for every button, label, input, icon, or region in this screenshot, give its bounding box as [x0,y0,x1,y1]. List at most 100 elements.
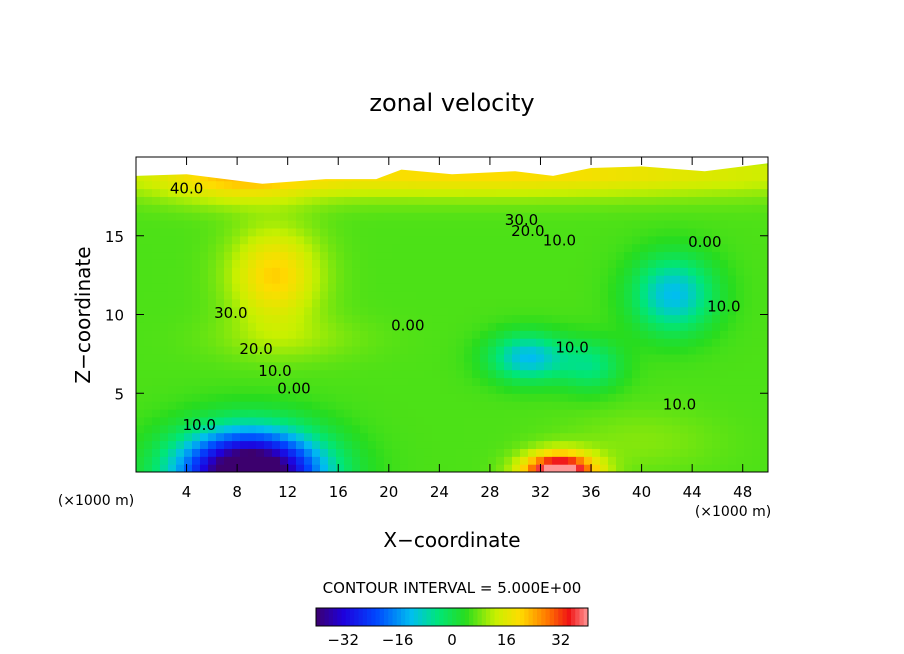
heatmap-cell [264,188,273,197]
heatmap-cell [232,424,241,434]
heatmap-cell [512,196,521,205]
heatmap-cell [736,432,745,442]
heatmap-cell [464,275,473,284]
heatmap-cell [712,322,721,331]
heatmap-cell [648,456,657,465]
heatmap-cell [152,440,161,449]
heatmap-cell [400,330,409,339]
heatmap-cell [736,448,745,457]
heatmap-cell [144,393,153,402]
heatmap-cell [184,401,193,410]
heatmap-cell [640,259,649,268]
heatmap-cell [400,283,409,292]
heatmap-cell [216,227,225,237]
heatmap-cell [344,251,353,260]
heatmap-cell [224,314,233,323]
heatmap-cell [448,464,457,472]
heatmap-cell [368,212,377,221]
heatmap-cell [584,322,593,331]
heatmap-cell [480,259,489,268]
x-unit-left: (×1000 m) [58,493,134,509]
heatmap-cell [288,361,297,371]
heatmap-cell [440,220,449,229]
heatmap-cell [432,227,441,237]
heatmap-cell [504,346,513,355]
heatmap-cell [328,259,337,268]
heatmap-cell [200,275,209,284]
heatmap-cell [600,377,609,386]
heatmap-cell [368,330,377,339]
heatmap-cell [648,353,657,363]
heatmap-cell [696,180,705,190]
heatmap-cell [736,298,745,308]
heatmap-cell [704,235,713,245]
heatmap-cell [136,330,145,339]
heatmap-cell [360,330,369,339]
heatmap-cell [136,346,145,355]
heatmap-cell [736,409,745,418]
heatmap-cell [368,464,377,472]
heatmap-cell [496,361,505,371]
heatmap-cell [352,424,361,434]
heatmap-cell [752,243,761,253]
heatmap-cell [648,290,657,300]
heatmap-cell [656,243,665,253]
heatmap-cell [536,377,545,386]
heatmap-cell [720,440,729,449]
heatmap-cell [304,424,313,434]
heatmap-cell [728,306,737,316]
heatmap-cell [568,306,577,316]
heatmap-cell [384,401,393,410]
heatmap-cell [520,409,529,418]
heatmap-cell [576,322,585,331]
heatmap-cell [264,298,273,308]
heatmap-cell [152,204,161,213]
heatmap-cell [424,188,433,197]
heatmap-cell [192,416,201,426]
heatmap-cell [472,267,481,276]
x-tick-label: 28 [480,483,499,501]
heatmap-cell [400,314,409,323]
heatmap-cell [256,416,265,426]
heatmap-cell [472,330,481,339]
colorbar-swatch [515,608,521,626]
heatmap-cell [656,283,665,292]
heatmap-cell [232,432,241,442]
heatmap-cell [320,298,329,308]
heatmap-cell [272,346,281,355]
heatmap-cell [592,385,601,394]
heatmap-cell [400,188,409,197]
heatmap-cell [424,172,433,182]
heatmap-cell [656,424,665,434]
heatmap-cell [576,401,585,410]
heatmap-cell [160,235,169,245]
heatmap-cell [744,330,753,339]
heatmap-cell [584,361,593,371]
heatmap-cell [656,361,665,371]
heatmap-cell [328,424,337,434]
heatmap-cell [224,227,233,237]
heatmap-cell [712,464,721,472]
heatmap-cell [368,361,377,371]
heatmap-cell [752,275,761,284]
heatmap-cell [272,377,281,386]
heatmap-cell [368,448,377,457]
heatmap-cell [712,275,721,284]
heatmap-cell [632,377,641,386]
heatmap-cell [584,227,593,237]
colorbar-swatch [464,608,470,626]
heatmap-cell [568,330,577,339]
heatmap-cell [760,322,768,331]
heatmap-cell [640,227,649,237]
heatmap-cell [336,235,345,245]
heatmap-cell [352,204,361,213]
heatmap-cell [520,306,529,316]
heatmap-cell [192,409,201,418]
heatmap-cell [488,259,497,268]
heatmap-cell [552,346,561,355]
heatmap-cell [576,243,585,253]
heatmap-cell [224,385,233,394]
heatmap-cell [760,330,768,339]
heatmap-cell [640,290,649,300]
heatmap-cell [408,432,417,442]
